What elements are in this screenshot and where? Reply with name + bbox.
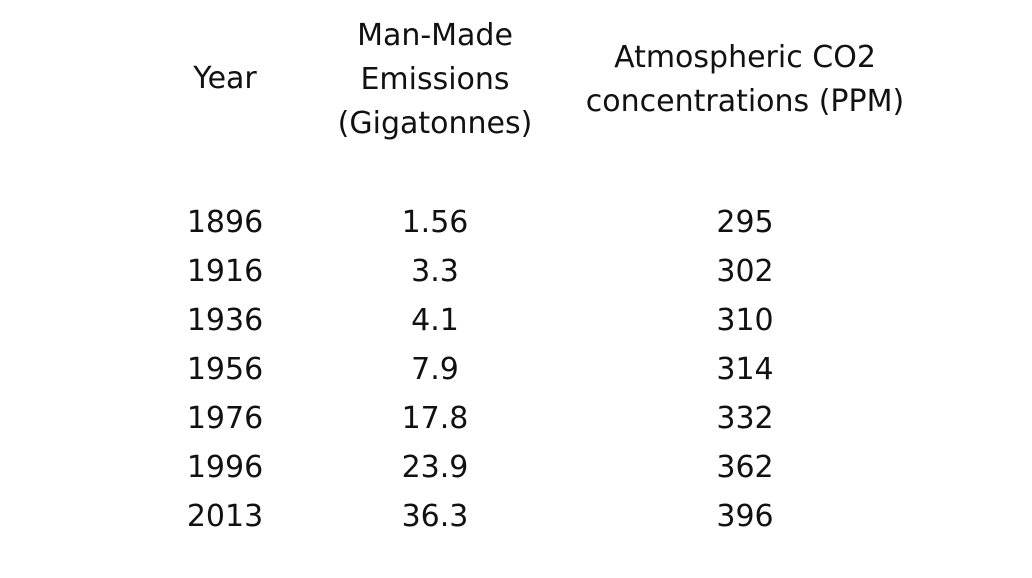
year-cell: 1896: [186, 205, 264, 240]
emissions-cell: 1.56: [401, 205, 469, 240]
co2-cell: 314: [716, 352, 774, 387]
year-cell: 1956: [186, 352, 264, 387]
co2-cell: 302: [716, 254, 774, 289]
emissions-cell: 4.1: [411, 303, 459, 338]
table-row: 1976 17.8 332: [0, 395, 1032, 443]
co2-cell: 295: [716, 205, 774, 240]
table-row: 1956 7.9 314: [0, 346, 1032, 394]
year-cell: 2013: [186, 499, 264, 534]
emissions-cell: 36.3: [401, 499, 469, 534]
year-cell: 1976: [186, 401, 264, 436]
table-row: 1936 4.1 310: [0, 297, 1032, 345]
header-emissions: Man-Made Emissions (Gigatonnes): [337, 18, 533, 141]
header-co2: Atmospheric CO2 concentrations (PPM): [585, 40, 905, 119]
header-year: Year: [193, 61, 257, 96]
year-cell: 1916: [186, 254, 264, 289]
year-cell: 1996: [186, 450, 264, 485]
co2-cell: 396: [716, 499, 774, 534]
table-row: 2013 36.3 396: [0, 493, 1032, 541]
year-cell: 1936: [186, 303, 264, 338]
emissions-cell: 17.8: [401, 401, 469, 436]
co2-cell: 332: [716, 401, 774, 436]
table-row: 1896 1.56 295: [0, 199, 1032, 247]
co2-cell: 310: [716, 303, 774, 338]
co2-cell: 362: [716, 450, 774, 485]
emissions-cell: 3.3: [411, 254, 459, 289]
table-row: 1996 23.9 362: [0, 444, 1032, 492]
emissions-cell: 23.9: [401, 450, 469, 485]
emissions-cell: 7.9: [411, 352, 459, 387]
table-row: 1916 3.3 302: [0, 248, 1032, 296]
